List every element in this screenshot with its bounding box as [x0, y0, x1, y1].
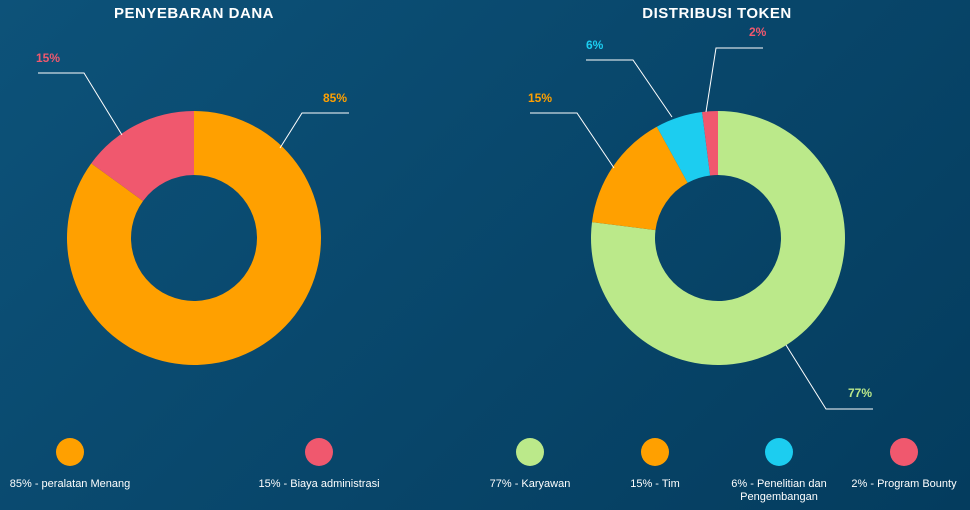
fund-data-label-1: 15%	[36, 51, 60, 65]
token-legend-label-0: 77% - Karyawan	[489, 478, 571, 490]
fund-donut-chart: 85% 15%	[36, 51, 349, 365]
token-leader-line-2	[586, 59, 673, 118]
token-slice-2	[656, 112, 711, 183]
token-donut-chart: 77% 15% 6% 2%	[528, 25, 873, 410]
fund-distribution-title: PENYEBARAN DANA	[113, 5, 274, 22]
token-data-label-0: 77%	[848, 386, 872, 400]
token-legend-swatch-0	[516, 438, 544, 466]
fund-distribution-legend: 85% - peralatan Menang 15% - Biaya admini…	[0, 438, 970, 510]
fund-slice-1	[91, 111, 194, 201]
fund-leader-line-1	[38, 72, 123, 136]
token-legend-swatch-1	[641, 438, 669, 466]
token-data-label-3: 2%	[749, 25, 767, 39]
token-data-label-2: 6%	[586, 38, 604, 52]
token-slice-0	[590, 111, 845, 366]
fund-data-label-0: 85%	[323, 91, 347, 105]
fund-slice-0	[66, 111, 322, 365]
token-slice-3	[702, 111, 718, 176]
token-legend-label-3: 2% - Program Bounty	[851, 478, 957, 490]
token-distribution-legend: 77% - Karyawan 15% - Tim 6% - Penelitian d…	[0, 438, 970, 510]
fund-legend-swatch-1	[305, 438, 333, 466]
token-slice-1	[592, 126, 688, 231]
token-leader-line-3	[705, 47, 763, 113]
token-legend-swatch-3	[890, 438, 918, 466]
token-legend-swatch-2	[765, 438, 793, 466]
fund-legend-swatch-0	[56, 438, 84, 466]
token-leader-line-0	[785, 344, 873, 410]
token-legend-label-2: 6% - Penelitian dan Pengembangan	[731, 478, 827, 503]
token-leader-line-1	[530, 112, 615, 169]
token-legend-label-1: 15% - Tim	[630, 478, 680, 490]
fund-legend-label-1: 15% - Biaya administrasi	[258, 478, 380, 490]
token-data-label-1: 15%	[528, 91, 552, 105]
token-distribution-title: DISTRIBUSI TOKEN	[642, 5, 792, 22]
fund-legend-label-0: 85% - peralatan Menang	[9, 478, 131, 490]
fund-leader-line-0	[279, 112, 349, 149]
